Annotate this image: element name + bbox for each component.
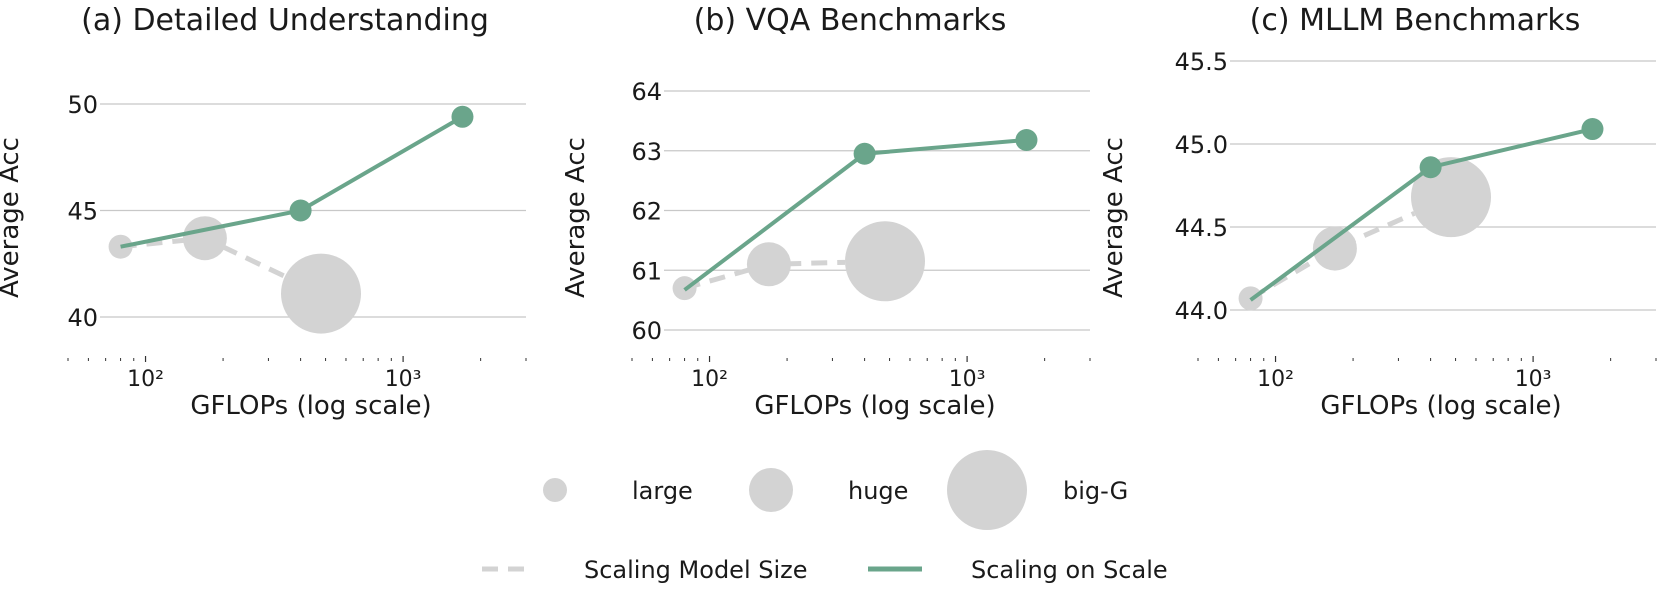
x-tick-label: 10²	[127, 367, 164, 392]
y-tick-label: 45.5	[1175, 48, 1228, 76]
point-scaling-on-scale	[853, 142, 876, 165]
x-tick-label: 10³	[1515, 367, 1552, 392]
y-tick-label: 50	[67, 91, 98, 119]
chart-panels: (a) Detailed Understanding 40 45 50 Average …	[0, 3, 1657, 421]
point-scaling-on-scale	[1419, 156, 1442, 179]
y-tick-label: 44.0	[1175, 297, 1228, 325]
legend-marker-large	[543, 478, 567, 502]
point-scaling-on-scale	[1581, 118, 1604, 141]
chart-panel-2: (b) VQA Benchmarks 60 61 62 63 64 Average Acc 1…	[561, 3, 1091, 421]
legend-label-big-G: big-G	[1063, 477, 1128, 505]
x-tick-label: 10³	[949, 367, 986, 392]
y-tick-label: 40	[67, 304, 98, 332]
chart-panel-3: (c) MLLM Benchmarks 44.0 44.5 45.0 45.5 Avera…	[1099, 3, 1657, 421]
point-model-size-big-G	[281, 253, 362, 334]
point-scaling-on-scale	[451, 105, 474, 128]
y-tick-label: 63	[631, 138, 662, 166]
point-model-size-large	[108, 234, 133, 259]
legend: large huge big-G Scaling Model Size Scaling …	[482, 450, 1168, 584]
legend-label-large: large	[632, 477, 693, 505]
chart-title: (a) Detailed Understanding	[81, 3, 489, 38]
point-scaling-on-scale	[289, 199, 312, 222]
point-model-size-huge	[746, 242, 791, 287]
legend-marker-big-G	[947, 450, 1027, 530]
x-tick-label: 10²	[691, 367, 728, 392]
point-scaling-on-scale	[1015, 128, 1038, 151]
y-tick-label: 62	[631, 198, 662, 226]
y-tick-label: 61	[631, 257, 662, 285]
legend-label-line: Scaling Model Size	[584, 556, 808, 584]
chart-title: (b) VQA Benchmarks	[694, 3, 1007, 38]
x-axis-label: GFLOPs (log scale)	[754, 391, 995, 421]
point-model-size-huge	[182, 216, 227, 261]
x-axis-label: GFLOPs (log scale)	[1320, 391, 1561, 421]
chart-title: (c) MLLM Benchmarks	[1250, 3, 1581, 38]
y-axis-label: Average Acc	[0, 137, 25, 298]
y-tick-label: 60	[631, 317, 662, 345]
point-model-size-huge	[1312, 226, 1357, 271]
y-axis-label: Average Acc	[1099, 137, 1129, 298]
legend-label-line: Scaling on Scale	[971, 556, 1168, 584]
point-model-size-big-G	[845, 221, 926, 302]
series-line-scaling-on-scale	[120, 115, 464, 249]
x-tick-label: 10²	[1257, 367, 1294, 392]
legend-marker-huge	[749, 468, 793, 512]
y-tick-label: 44.5	[1175, 214, 1228, 242]
x-axis-label: GFLOPs (log scale)	[190, 391, 431, 421]
y-tick-label: 45	[67, 198, 98, 226]
legend-label-huge: huge	[848, 477, 908, 505]
x-tick-label: 10³	[385, 367, 422, 392]
chart-panel-1: (a) Detailed Understanding 40 45 50 Average …	[0, 3, 527, 421]
y-tick-label: 45.0	[1175, 131, 1228, 159]
y-tick-label: 64	[631, 78, 662, 106]
y-axis-label: Average Acc	[561, 137, 591, 298]
